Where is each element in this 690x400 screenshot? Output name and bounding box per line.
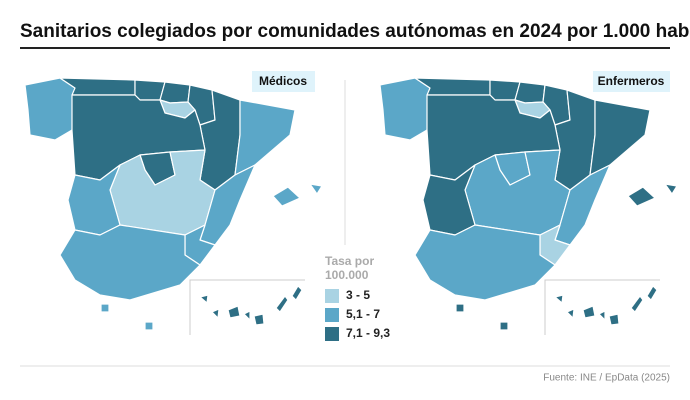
- region: [59, 224, 201, 301]
- region: [253, 313, 265, 326]
- region: [275, 295, 289, 313]
- legend-swatch: [325, 327, 339, 341]
- region: [646, 285, 658, 301]
- region: [227, 305, 241, 319]
- region: [499, 321, 509, 331]
- region: [272, 186, 301, 207]
- legend-label: 7,1 - 9,3: [346, 326, 390, 340]
- panel-label-bg: [593, 71, 670, 92]
- region: [309, 183, 323, 195]
- region: [100, 303, 110, 313]
- region: [554, 294, 564, 304]
- region: [598, 310, 606, 321]
- legend-title: 100.000: [325, 268, 369, 282]
- region: [455, 303, 465, 313]
- legend-label: 3 - 5: [346, 288, 370, 302]
- region: [630, 295, 644, 313]
- region: [291, 285, 303, 301]
- region: [414, 224, 556, 301]
- region: [24, 77, 76, 141]
- source: Fuente: INE / EpData (2025): [543, 373, 670, 384]
- region: [589, 99, 651, 176]
- legend-swatch: [325, 308, 339, 322]
- region: [234, 99, 296, 176]
- canary-frame: [544, 279, 660, 335]
- map: [379, 77, 678, 335]
- canary-frame: [189, 279, 305, 335]
- region: [159, 81, 191, 104]
- panel-label-bg: [252, 71, 315, 92]
- region: [211, 308, 220, 319]
- region: [199, 294, 209, 304]
- maps: [24, 77, 678, 335]
- region: [608, 313, 620, 326]
- region: [664, 183, 678, 195]
- legend-swatch: [325, 289, 339, 303]
- region: [379, 77, 431, 141]
- region: [627, 186, 656, 207]
- title: Sanitarios colegiados por comunidades au…: [20, 21, 690, 42]
- region: [144, 321, 154, 331]
- region: [582, 305, 596, 319]
- legend-label: 5,1 - 7: [346, 307, 380, 321]
- panel-label: Enfermeros: [598, 74, 665, 88]
- panel-label: Médicos: [259, 74, 307, 88]
- region: [243, 310, 251, 321]
- legend: 3 - 5 5,1 - 7 7,1 - 9,3: [325, 288, 390, 341]
- legend-title: Tasa por: [325, 254, 374, 268]
- region: [566, 308, 575, 319]
- map: [24, 77, 323, 335]
- region: [514, 81, 546, 104]
